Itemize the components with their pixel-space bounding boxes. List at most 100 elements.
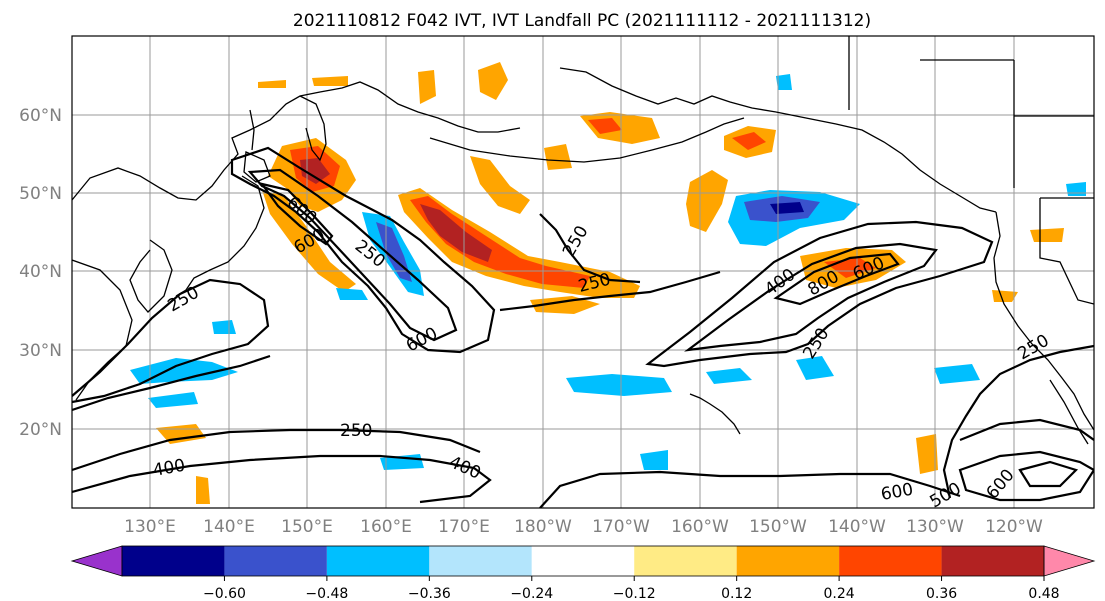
colorbar-tick-label: 0.48 [1028, 586, 1059, 601]
colorbar-extend-max [1043, 545, 1096, 577]
colorbar-frame [121, 545, 1045, 577]
ivt-blob-mid [544, 144, 572, 170]
contour-250-west [72, 278, 270, 404]
lon-label-170w: 170°W [592, 517, 650, 537]
aleutians [429, 117, 745, 163]
figure-title: 2021110812 F042 IVT, IVT Landfall PC (20… [293, 11, 871, 31]
colorbar-segment [224, 546, 327, 576]
latitude-labels: 60°N 50°N 40°N 30°N 20°N [19, 106, 62, 440]
ivt-neg-bc [1066, 182, 1086, 196]
ivt-neg-subtrop-w2 [148, 392, 198, 408]
ivt-blob-bering [470, 156, 530, 214]
ivt-neg-central2 [706, 368, 752, 384]
contour-400-ne [684, 242, 938, 352]
lon-label-150w: 150°W [749, 517, 807, 537]
colorbar-segment [326, 546, 430, 576]
ivt-blob-japan-tail [262, 190, 356, 292]
contour-250-ne [645, 220, 994, 368]
contour-250-se2 [942, 344, 1094, 499]
ivt-blob-nw2 [258, 80, 286, 88]
colorbar-extend-min [70, 545, 123, 577]
lat-label-60n: 60°N [19, 106, 62, 126]
lon-label-170e: 170°E [438, 517, 490, 537]
lon-label-140w: 140°W [828, 517, 886, 537]
colorbar-segment [736, 546, 840, 576]
coastlines [72, 36, 1094, 445]
ivt-blob-coast [992, 290, 1018, 302]
contour-250-central2 [539, 213, 641, 284]
colorbar-tick-label: −0.24 [510, 586, 553, 601]
colorbar-segment [941, 546, 1044, 576]
ivt-blob-central-core [410, 196, 590, 288]
gulf-alaska-coast [775, 111, 997, 213]
colorbar-tick-label: −0.60 [203, 586, 246, 601]
lat-label-50n: 50°N [19, 184, 62, 204]
colorbar-segment [531, 546, 635, 576]
colorbar-segment [634, 546, 737, 576]
ivt-blob-1040 [1030, 228, 1064, 242]
colorbar-segment [122, 546, 225, 576]
ivt-neg-alaska-coast [776, 74, 792, 90]
ivt-neg-hawaii [796, 356, 834, 380]
ivt-neg-subtrop-w [130, 358, 238, 384]
ivt-blob-central-max [420, 204, 492, 262]
ivt-neg-mid3 [212, 320, 236, 334]
ivt-blob-subtrop2 [196, 476, 210, 504]
japan-hokkaido [243, 151, 271, 183]
ivt-blob-midlat-south [530, 296, 600, 314]
ivt-contours [72, 146, 1094, 508]
colorbar-tick-label: 0.36 [926, 586, 957, 601]
colorbar-tick-label: −0.36 [408, 586, 451, 601]
lon-label-160e: 160°E [360, 517, 412, 537]
colorbar-tick-label: 0.24 [824, 586, 855, 601]
colorbar-tick-label: 0.12 [721, 586, 752, 601]
colorbar: −0.60 −0.48 −0.36 −0.24 −0.12 0.12 0.24 0.36 0.4… [70, 545, 1096, 601]
lat-label-20n: 20°N [19, 420, 62, 440]
contour-800-ne [773, 252, 900, 306]
contour-250-central [499, 270, 721, 312]
contour-250-se [539, 470, 961, 508]
lat-label-40n: 40°N [19, 262, 62, 282]
contour-250-japan [230, 146, 496, 354]
contour-400-west [72, 354, 271, 412]
lon-label-120w: 120°W [985, 517, 1043, 537]
kamchatka [299, 95, 327, 162]
ivt-blob-subtrop3 [916, 434, 938, 474]
ivt-neg-trop [640, 450, 668, 470]
colorbar-segment [839, 546, 942, 576]
lat-label-30n: 30°N [19, 341, 62, 361]
ivt-neg-east [934, 364, 980, 384]
ivt-blob-siberia [478, 62, 508, 100]
ivt-neg-gulf-max [770, 202, 804, 214]
lon-label-150e: 150°E [281, 517, 333, 537]
ivt-blob-siberia2 [418, 70, 436, 104]
ivt-neg-central [566, 374, 672, 396]
colorbar-tick-label: −0.12 [613, 586, 656, 601]
ivt-blob-bering2 [686, 170, 728, 232]
state-border-1 [1039, 198, 1094, 305]
graticule [72, 36, 1094, 508]
map-panel: 600 600 250 250 600 250 250 400 400 800 … [71, 35, 1095, 512]
contour-600-japan [247, 168, 458, 342]
contour-label-250-south: 250 [340, 421, 372, 441]
map-frame [71, 35, 1095, 509]
longitude-labels: 130°E 140°E 150°E 160°E 170°E 180°W 170°… [124, 517, 1043, 537]
baja [1049, 379, 1089, 445]
ivt-blob-gulf-alaska-core [732, 132, 766, 150]
korea-coast [129, 239, 173, 313]
ivt-blob-aleutian-n-core [588, 118, 622, 134]
asia-coast [72, 81, 521, 201]
contour-400-south [72, 454, 492, 504]
hawaii [689, 393, 741, 435]
colorbar-segment [429, 546, 532, 576]
contour-800-japan [259, 182, 334, 246]
lon-label-180w: 180°W [514, 517, 572, 537]
lon-label-130e: 130°E [124, 517, 176, 537]
contour-400-se [959, 418, 1094, 442]
lon-label-160w: 160°W [671, 517, 729, 537]
contour-800-se [1018, 460, 1079, 488]
lon-label-130w: 130°W [906, 517, 964, 537]
ivt-blob-nw [312, 76, 348, 86]
sakhalin [249, 109, 255, 151]
japan-honshu [175, 175, 265, 297]
